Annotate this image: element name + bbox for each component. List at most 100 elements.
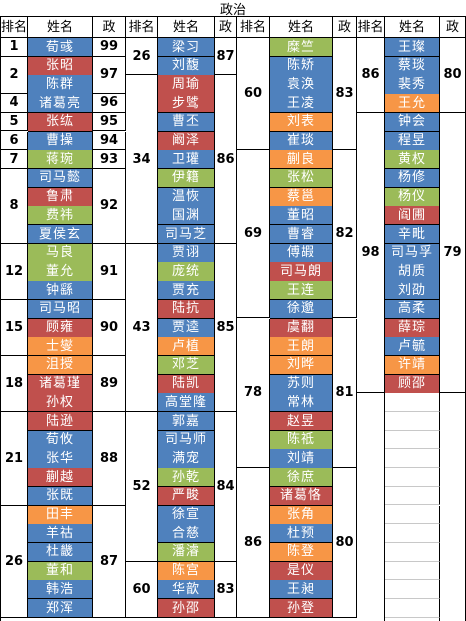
- header-rank[interactable]: 排名: [1, 17, 28, 38]
- rank-cell[interactable]: 52: [126, 412, 158, 562]
- name-cell[interactable]: 费祎: [28, 206, 93, 226]
- name-cell[interactable]: 国渊: [158, 206, 215, 226]
- name-cell[interactable]: 蒯良: [270, 150, 333, 170]
- name-cell[interactable]: 杨修: [385, 168, 440, 189]
- name-cell[interactable]: 陆逊: [28, 412, 93, 432]
- name-cell[interactable]: 鲁肃: [28, 187, 93, 207]
- name-cell[interactable]: 荀攸: [28, 430, 93, 450]
- name-cell[interactable]: 王昶: [270, 580, 333, 600]
- score-cell[interactable]: 85: [215, 243, 237, 412]
- name-cell[interactable]: 田丰: [28, 505, 93, 525]
- rank-cell[interactable]: 5: [1, 112, 28, 132]
- score-cell[interactable]: 99: [93, 38, 126, 57]
- name-cell[interactable]: 是仪: [270, 561, 333, 581]
- name-cell[interactable]: 裴秀: [385, 75, 440, 95]
- name-cell[interactable]: 袁涣: [270, 75, 333, 95]
- rank-cell[interactable]: 78: [237, 318, 270, 469]
- name-cell[interactable]: 司马师: [158, 430, 215, 450]
- name-cell[interactable]: 王璨: [385, 38, 440, 58]
- name-cell[interactable]: 王凌: [270, 94, 333, 114]
- name-cell[interactable]: 王连: [270, 281, 333, 301]
- rank-cell[interactable]: 2: [1, 56, 28, 95]
- name-cell[interactable]: 高柔: [385, 299, 440, 319]
- score-cell[interactable]: 92: [93, 168, 126, 244]
- name-cell[interactable]: 贾逵: [158, 318, 215, 338]
- name-cell[interactable]: 阚泽: [158, 131, 215, 151]
- rank-cell[interactable]: 21: [1, 412, 28, 506]
- name-cell[interactable]: 辛毗: [385, 225, 440, 245]
- score-cell[interactable]: 96: [93, 94, 126, 113]
- name-cell[interactable]: 刘表: [270, 112, 333, 132]
- name-cell[interactable]: 司马朗: [270, 262, 333, 282]
- empty-name-cell[interactable]: [385, 505, 440, 525]
- score-cell[interactable]: 83: [333, 38, 357, 151]
- name-cell[interactable]: 徐庶: [270, 468, 333, 488]
- score-cell[interactable]: 95: [93, 112, 126, 132]
- header-score[interactable]: 政: [440, 17, 466, 38]
- empty-name-cell[interactable]: [385, 580, 440, 599]
- empty-name-cell[interactable]: [385, 617, 440, 621]
- name-cell[interactable]: 徐邈: [270, 299, 333, 319]
- name-cell[interactable]: 崔琰: [270, 131, 333, 151]
- name-cell[interactable]: 孙乾: [158, 468, 215, 488]
- name-cell[interactable]: 诸葛恪: [270, 486, 333, 506]
- header-name[interactable]: 姓名: [158, 17, 215, 38]
- name-cell[interactable]: 刘晔: [270, 355, 333, 376]
- name-cell[interactable]: 贾充: [158, 281, 215, 301]
- header-score[interactable]: 政: [215, 17, 237, 38]
- name-cell[interactable]: 郑浑: [28, 599, 93, 619]
- name-cell[interactable]: 羊祜: [28, 524, 93, 544]
- name-cell[interactable]: 周瑜: [158, 75, 215, 95]
- name-cell[interactable]: 梁习: [158, 38, 215, 58]
- name-cell[interactable]: 程昱: [385, 131, 440, 151]
- name-cell[interactable]: 温恢: [158, 187, 215, 207]
- rank-cell[interactable]: 60: [126, 561, 158, 618]
- name-cell[interactable]: 张松: [270, 168, 333, 189]
- score-cell[interactable]: 90: [93, 299, 126, 356]
- empty-name-cell[interactable]: [385, 542, 440, 562]
- name-cell[interactable]: 蔡邕: [270, 187, 333, 207]
- empty-rank-cell[interactable]: [357, 393, 385, 621]
- name-cell[interactable]: 邓芝: [158, 355, 215, 376]
- name-cell[interactable]: 张华: [28, 449, 93, 469]
- empty-name-cell[interactable]: [385, 561, 440, 581]
- name-cell[interactable]: 蒯越: [28, 468, 93, 488]
- header-rank[interactable]: 排名: [237, 17, 270, 38]
- name-cell[interactable]: 蒋琬: [28, 150, 93, 170]
- name-cell[interactable]: 张昭: [28, 56, 93, 76]
- score-cell[interactable]: 80: [440, 38, 466, 113]
- empty-name-cell[interactable]: [385, 524, 440, 543]
- name-cell[interactable]: 士燮: [28, 337, 93, 357]
- name-cell[interactable]: 曹操: [28, 131, 93, 151]
- name-cell[interactable]: 赵昱: [270, 412, 333, 432]
- name-cell[interactable]: 卫瓘: [158, 150, 215, 170]
- name-cell[interactable]: 张既: [28, 486, 93, 506]
- score-cell[interactable]: 94: [93, 131, 126, 151]
- name-cell[interactable]: 虞翻: [270, 318, 333, 338]
- empty-name-cell[interactable]: [385, 468, 440, 487]
- rank-cell[interactable]: 98: [357, 112, 385, 394]
- score-cell[interactable]: 81: [333, 318, 357, 469]
- score-cell[interactable]: 79: [440, 112, 466, 394]
- empty-name-cell[interactable]: [385, 412, 440, 431]
- empty-name-cell[interactable]: [385, 599, 440, 618]
- name-cell[interactable]: 司马懿: [28, 168, 93, 189]
- rank-cell[interactable]: 12: [1, 243, 28, 300]
- name-cell[interactable]: 满宠: [158, 449, 215, 469]
- name-cell[interactable]: 孙登: [270, 599, 333, 619]
- rank-cell[interactable]: 43: [126, 243, 158, 412]
- name-cell[interactable]: 陆凯: [158, 374, 215, 394]
- name-cell[interactable]: 郭嘉: [158, 412, 215, 432]
- name-cell[interactable]: 陆抗: [158, 299, 215, 319]
- name-cell[interactable]: 杨仪: [385, 187, 440, 207]
- empty-name-cell[interactable]: [385, 430, 440, 450]
- rank-cell[interactable]: 69: [237, 150, 270, 319]
- name-cell[interactable]: 钟繇: [28, 281, 93, 301]
- rank-cell[interactable]: 26: [1, 505, 28, 618]
- name-cell[interactable]: 陈祗: [270, 430, 333, 450]
- name-cell[interactable]: 徐宣: [158, 505, 215, 525]
- name-cell[interactable]: 苏则: [270, 374, 333, 394]
- name-cell[interactable]: 贾诩: [158, 243, 215, 263]
- name-cell[interactable]: 常林: [270, 393, 333, 413]
- name-cell[interactable]: 陈群: [28, 75, 93, 95]
